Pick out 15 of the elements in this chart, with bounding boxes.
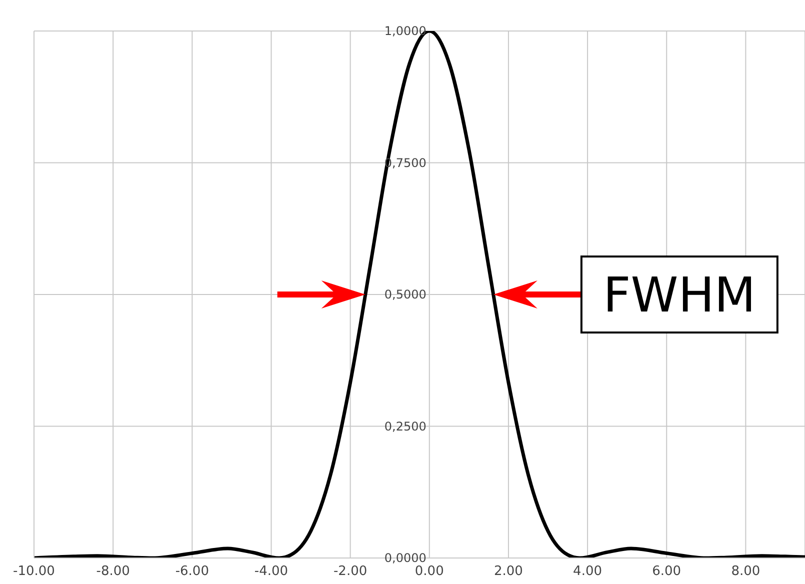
x-tick-label: -10.00 <box>13 564 55 580</box>
y-tick-label: 1,0000 <box>384 24 426 38</box>
x-tick-label: 0.00 <box>414 564 444 580</box>
annotation: FWHM <box>603 268 756 324</box>
x-tick-label: 4.00 <box>573 564 602 580</box>
x-tick-label: -6.00 <box>175 564 209 580</box>
y-tick-label: 0,2500 <box>384 419 426 434</box>
x-tick-label: 6.00 <box>652 564 682 580</box>
x-tick-label: -2.00 <box>333 564 368 580</box>
x-tick-label: 8.00 <box>731 564 760 580</box>
x-tick-label: 2.00 <box>494 564 523 580</box>
x-tick-label: -4.00 <box>254 564 288 580</box>
y-tick-label: 0,5000 <box>384 288 426 302</box>
x-tick-label: -8.00 <box>96 564 130 580</box>
y-tick-label: 0,0000 <box>384 551 426 565</box>
